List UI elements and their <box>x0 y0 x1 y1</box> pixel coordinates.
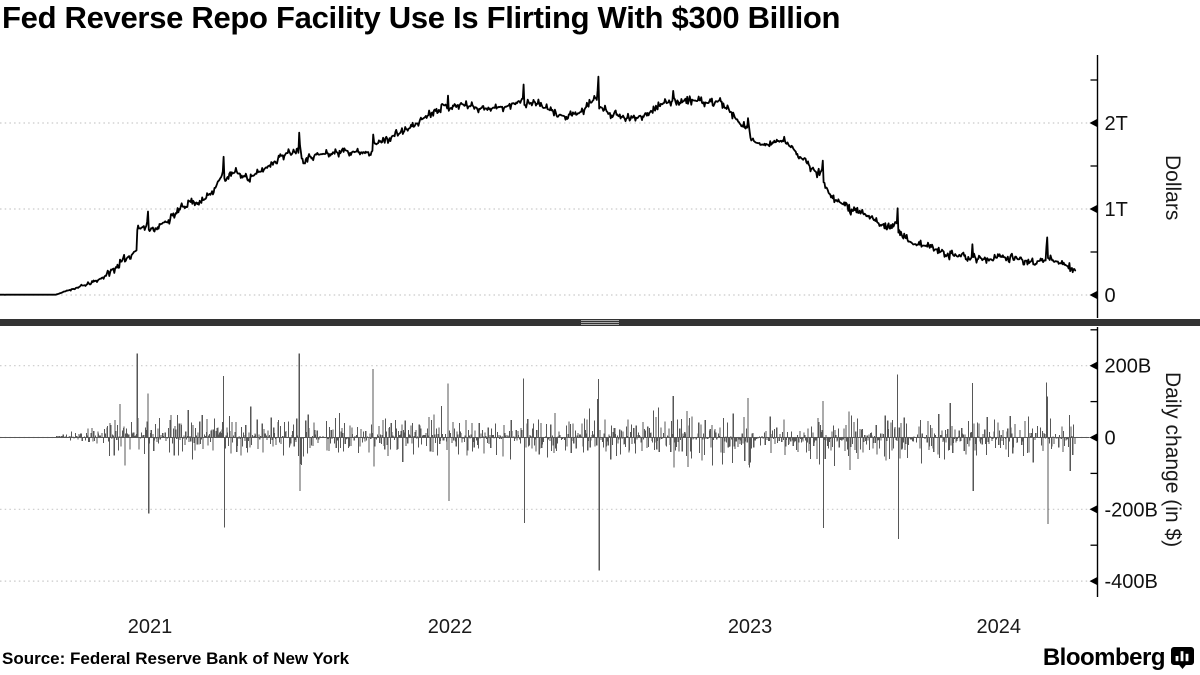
y-axis-title-dollars: Dollars <box>1158 110 1186 265</box>
x-tick-label-2023: 2023 <box>728 616 773 639</box>
major-tick-arrow <box>1090 362 1098 370</box>
y-axis-title-daily-change: Daily change (in $) <box>1158 330 1186 590</box>
y-tick-label: 200B <box>1105 356 1152 378</box>
x-tick-label-2021: 2021 <box>128 616 173 639</box>
rrp-usage-line <box>0 77 1075 295</box>
y-tick-label: -400B <box>1105 571 1158 593</box>
bloomberg-wordmark: Bloomberg <box>1043 644 1165 672</box>
source-text: Source: Federal Reserve Bank of New York <box>2 649 349 669</box>
bloomberg-logo: Bloomberg <box>1043 644 1194 672</box>
major-tick-arrow <box>1090 505 1098 513</box>
major-tick-arrow <box>1090 119 1098 127</box>
y-tick-label: 0 <box>1105 428 1116 450</box>
x-tick-label-2024: 2024 <box>977 616 1022 639</box>
major-tick-arrow <box>1090 291 1098 299</box>
y-tick-label: -200B <box>1105 499 1158 521</box>
major-tick-arrow <box>1090 205 1098 213</box>
panel-divider[interactable] <box>0 319 1200 326</box>
chart-container: Fed Reverse Repo Facility Use Is Flirtin… <box>0 0 1200 675</box>
major-tick-arrow <box>1090 577 1098 585</box>
bloomberg-terminal-icon <box>1171 647 1194 670</box>
chart-plot-area: 2T 1T 0 200B 0 -200B -400B <box>0 0 1200 675</box>
divider-grip-icon <box>581 320 619 325</box>
major-tick-arrow <box>1090 433 1098 441</box>
x-tick-label-2022: 2022 <box>428 616 473 639</box>
daily-change-bars <box>0 353 1075 570</box>
y-tick-label: 1T <box>1105 199 1128 221</box>
y-tick-label: 2T <box>1105 113 1128 135</box>
y-tick-label: 0 <box>1105 285 1116 307</box>
